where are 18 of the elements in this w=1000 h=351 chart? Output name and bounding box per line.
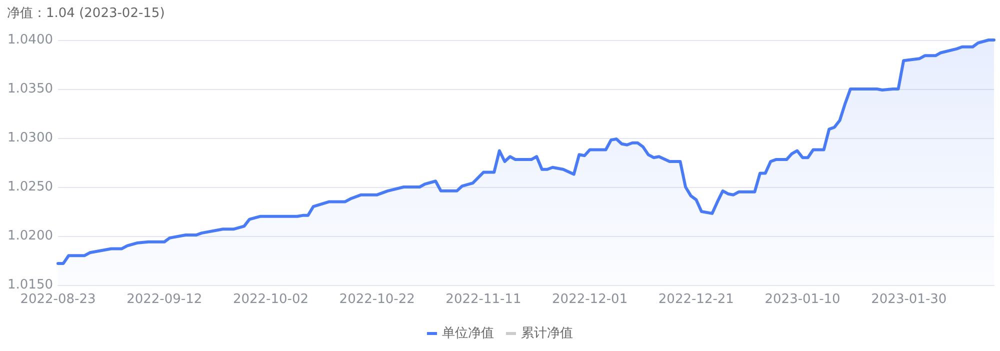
x-tick-label: 2022-10-02	[232, 292, 309, 307]
x-tick-label: 2022-12-01	[552, 292, 628, 307]
x-tick-label: 2022-12-21	[658, 292, 734, 307]
x-tick-label: 2023-01-30	[871, 292, 947, 307]
x-tick-label: 2022-11-11	[446, 292, 522, 307]
y-tick-label: 1.0400	[8, 32, 53, 48]
legend-label: 累计净值	[521, 326, 573, 341]
y-tick-label: 1.0350	[8, 82, 53, 96]
y-tick-label: 1.0150	[8, 278, 53, 292]
y-tick-label: 1.0200	[8, 228, 53, 244]
chart-title: 净值：1.04 (2023-02-15)	[7, 6, 165, 21]
x-tick-label: 2022-09-12	[126, 292, 202, 307]
x-tick-label: 2023-01-10	[764, 292, 840, 307]
legend-label: 单位净值	[442, 326, 494, 341]
y-tick-label: 1.0300	[8, 130, 53, 146]
x-tick-label: 2022-10-22	[339, 292, 415, 307]
x-tick-label: 2022-08-23	[20, 292, 96, 307]
y-tick-label: 1.0250	[8, 180, 53, 194]
